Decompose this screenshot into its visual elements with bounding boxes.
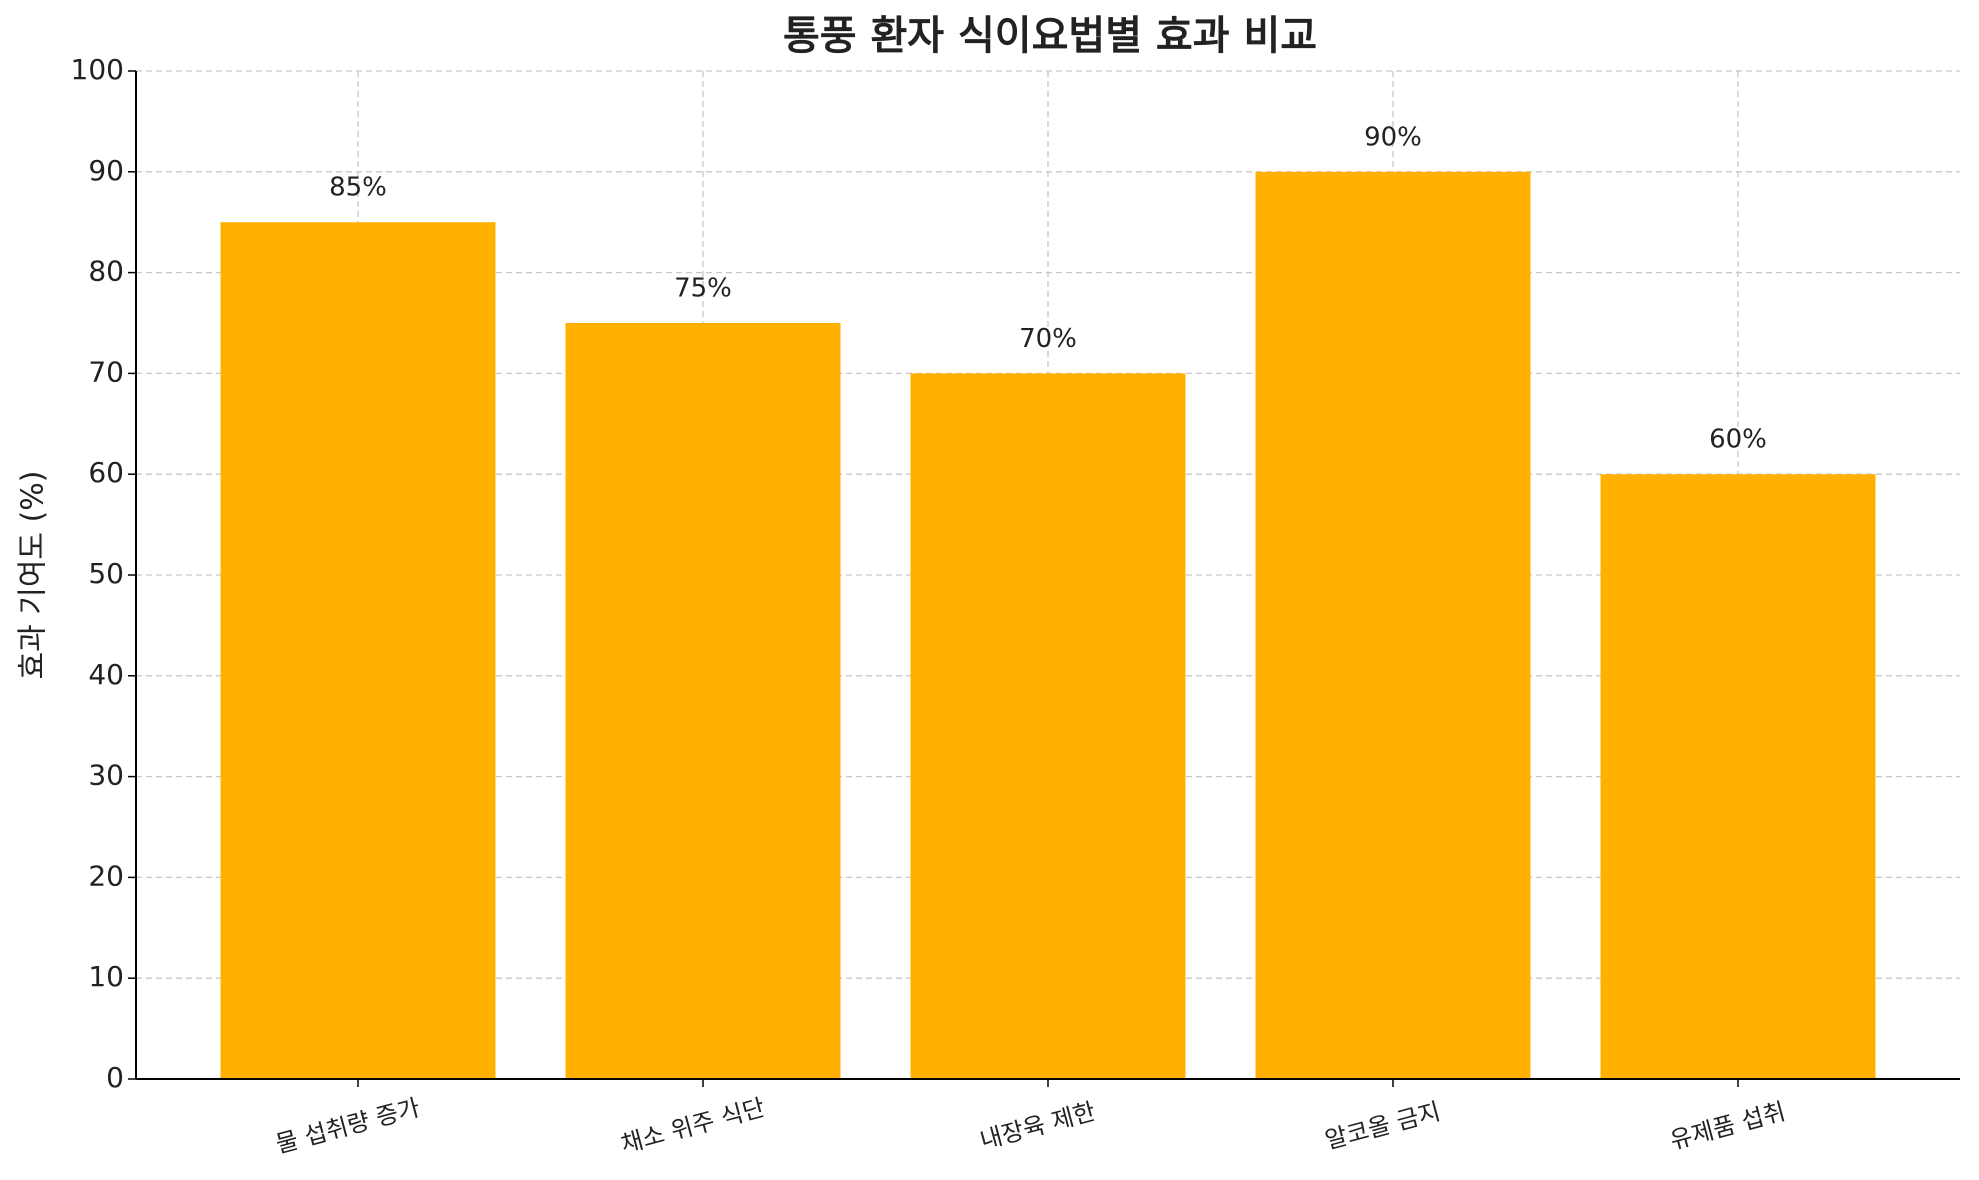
value-label: 60% (1709, 425, 1767, 455)
x-tick-label: 알코올 금지 (1322, 1097, 1443, 1155)
y-tick-label: 100 (71, 53, 124, 86)
bar (1600, 474, 1876, 1079)
bar (910, 373, 1186, 1079)
y-tick-label: 60 (88, 456, 124, 489)
x-tick-label: 내장육 제한 (977, 1097, 1098, 1155)
y-tick-label: 10 (88, 960, 124, 993)
y-tick-label: 30 (88, 759, 124, 792)
x-tick-label: 유제품 섭취 (1667, 1097, 1788, 1155)
x-tick-label: 채소 위주 식단 (618, 1093, 768, 1158)
y-tick-label: 0 (106, 1061, 124, 1094)
value-label: 75% (674, 274, 732, 304)
value-label: 90% (1364, 122, 1422, 152)
bar (1255, 171, 1531, 1080)
x-tick-label: 물 섭취량 증가 (273, 1093, 423, 1158)
y-tick-label: 50 (88, 557, 124, 590)
y-tick-label: 70 (88, 355, 124, 388)
y-tick-label: 20 (88, 859, 124, 892)
value-label: 85% (329, 173, 387, 203)
y-axis-label: 효과 기여도 (%) (16, 471, 51, 680)
value-label: 70% (1019, 324, 1077, 354)
y-tick-label: 90 (88, 154, 124, 187)
bar (220, 222, 496, 1079)
chart-title: 통풍 환자 식이요법별 효과 비교 (783, 13, 1317, 59)
y-tick-label: 40 (88, 658, 124, 691)
bar (565, 323, 841, 1079)
y-tick-label: 80 (88, 255, 124, 288)
